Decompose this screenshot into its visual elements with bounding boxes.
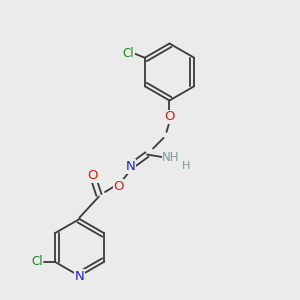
Text: H: H bbox=[182, 161, 190, 172]
Text: N: N bbox=[75, 269, 84, 283]
Text: Cl: Cl bbox=[122, 47, 134, 60]
Text: O: O bbox=[164, 110, 175, 124]
Text: NH: NH bbox=[162, 151, 180, 164]
Text: N: N bbox=[126, 160, 135, 173]
Text: Cl: Cl bbox=[31, 255, 43, 268]
Text: O: O bbox=[88, 169, 98, 182]
Text: O: O bbox=[113, 179, 124, 193]
